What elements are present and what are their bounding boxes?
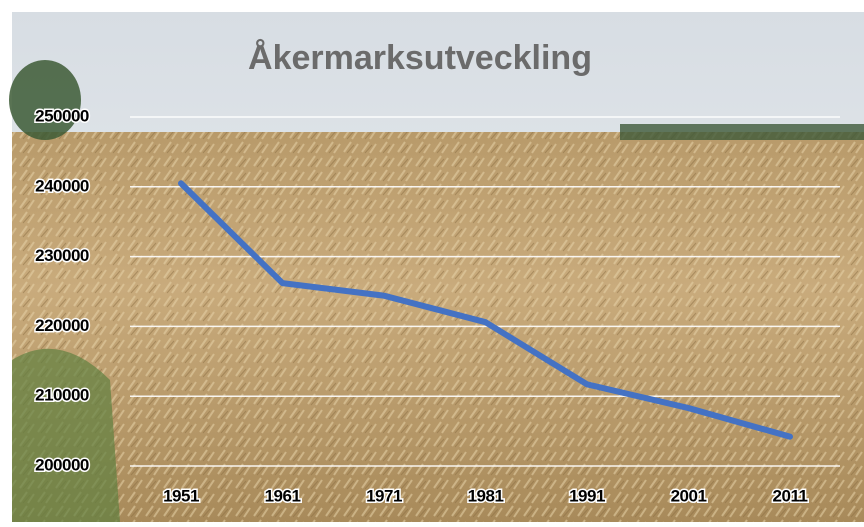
page: Åkermarksutveckling 200000 210000 220000 23…	[0, 0, 864, 522]
y-tick-label: 240000	[35, 176, 89, 195]
x-tick-label: 1991	[569, 486, 605, 505]
y-tick-label: 220000	[35, 316, 89, 335]
x-tick-label: 2011	[773, 486, 808, 505]
chart-title: Åkermarksutveckling	[248, 39, 592, 77]
y-tick-label: 230000	[35, 246, 89, 265]
y-tick-label: 210000	[35, 386, 89, 405]
x-tick-label: 2001	[671, 486, 707, 505]
tree	[9, 60, 81, 140]
x-tick-label: 1951	[163, 486, 199, 505]
y-tick-label: 250000	[35, 106, 89, 125]
x-tick-label: 1971	[366, 486, 402, 505]
plants	[12, 349, 120, 522]
x-tick-label: 1981	[468, 486, 504, 505]
tree-line	[620, 124, 864, 140]
chart: Åkermarksutveckling 200000 210000 220000 23…	[0, 0, 864, 522]
x-tick-label: 1961	[265, 486, 301, 505]
y-tick-label: 200000	[35, 455, 89, 474]
